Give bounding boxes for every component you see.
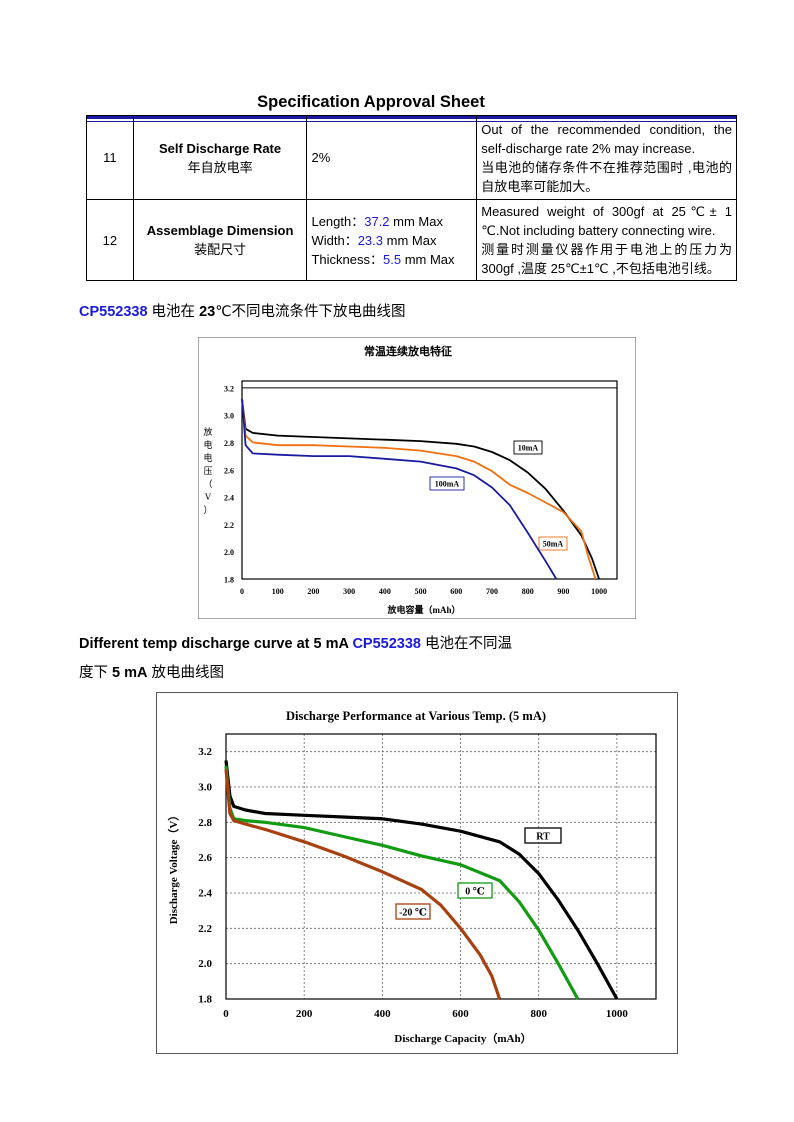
y-axis-label-char: ） (203, 505, 212, 515)
plot-area (225, 733, 657, 1000)
x-tick-label: 0 (223, 1008, 229, 1020)
x-tick-label: 600 (452, 1008, 469, 1020)
item-name-en: Self Discharge Rate (159, 140, 282, 156)
y-tick-label: 2.4 (198, 888, 212, 900)
chart-title: 常温连续放电特征 (364, 344, 452, 358)
item-name-en: Assemblage Dimension (146, 223, 294, 238)
item-name: Self Discharge Rate 年自放电率 (132, 115, 308, 200)
x-tick-label: 500 (415, 587, 427, 596)
series-label: 10mA (518, 444, 539, 453)
y-axis-label-char: （ (203, 479, 212, 489)
series-label: 100mA (435, 480, 460, 489)
y-axis-label-char: 压 (203, 466, 212, 476)
item-name-cn: 年自放电率 (187, 159, 253, 175)
item-note-en: Out of the recommended condition, the se… (481, 121, 732, 156)
y-tick-label: 3.0 (224, 412, 234, 421)
x-tick-label: 0 (240, 587, 244, 596)
x-tick-label: 800 (522, 587, 534, 596)
x-tick-label: 100 (272, 587, 284, 596)
series-label: -20 ℃ (399, 908, 427, 919)
y-axis-label-char: V (205, 492, 212, 502)
page-title: Specification Approval Sheet (257, 93, 485, 111)
plot-area (241, 380, 618, 580)
x-axis-label: Discharge Capacity（mAh） (394, 1032, 531, 1045)
y-tick-label: 3.2 (198, 746, 212, 758)
series-line (241, 398, 597, 580)
y-tick-label: 2.8 (198, 817, 212, 829)
item-name: Assemblage Dimension 装配尺寸 (132, 199, 308, 281)
chart-frame (156, 692, 678, 1054)
y-axis-label-char: 放 (203, 426, 212, 437)
x-tick-label: 600 (450, 587, 462, 596)
series-label: 50mA (543, 540, 564, 549)
row-number: 12 (86, 199, 134, 281)
dimension-thickness: Thickness：5.5 mm Max (311, 251, 455, 267)
y-tick-label: 2.2 (224, 521, 234, 530)
y-axis-label-char: 电 (203, 452, 212, 463)
series-label-box (457, 882, 493, 899)
y-axis-label: Discharge Voltage（V） (167, 810, 180, 925)
y-tick-label: 2.0 (224, 548, 234, 557)
x-tick-label: 1000 (591, 587, 607, 596)
chart-frame (198, 337, 636, 619)
y-tick-label: 2.8 (224, 439, 234, 448)
x-axis-label: 放电容量（mAh） (386, 604, 460, 615)
item-value: Length：37.2 mm Max Width：23.3 mm Max Thi… (306, 199, 478, 281)
series-line (241, 398, 600, 580)
y-tick-label: 3.0 (198, 782, 212, 794)
series-line (224, 765, 580, 1000)
discharge-current-chart: 0 100 200 300 400 500 600 700 800 900 1000 1.8 2.0 2.… (198, 337, 636, 619)
x-tick-label: 400 (374, 1008, 391, 1020)
item-name-cn: 装配尺寸 (194, 242, 247, 257)
y-tick-label: 2.2 (198, 923, 212, 935)
discharge-temp-chart: 0 200 400 600 800 1000 1.8 2.0 2.2 2.4 2.6 2.8 3.0 3.… (156, 692, 678, 1054)
chart-title: Discharge Performance at Various Temp. (… (286, 709, 546, 723)
section-heading-1: CP552338 电池在 23℃不同电流条件下放电曲线图 (79, 304, 406, 320)
series-label-box (524, 827, 562, 844)
x-tick-label: 1000 (606, 1008, 629, 1020)
x-tick-label: 400 (379, 587, 391, 596)
section-heading-2: Different temp discharge curve at 5 mA C… (79, 636, 512, 681)
series-label-box (513, 440, 543, 455)
table-row: 12 Assemblage Dimension 装配尺寸 Length：37.2… (86, 199, 737, 281)
series-label: 0 ℃ (465, 887, 485, 898)
y-tick-label: 2.4 (224, 494, 234, 503)
series-label-box (429, 476, 465, 491)
item-note: Out of the recommended condition, the se… (476, 115, 737, 200)
item-value: 2% (306, 115, 478, 200)
x-tick-label: 200 (296, 1008, 313, 1020)
x-tick-label: 200 (307, 587, 319, 596)
item-note-cn: 测量时测量仪器作用于电池上的压力为300gf ,温度 25℃±1℃ ,不包括电池… (481, 242, 732, 276)
dimension-length: Length：37.2 mm Max (311, 213, 443, 229)
item-note: Measured weight of 300gf at 25℃± 1 ℃.Not… (476, 199, 737, 281)
y-tick-label: 3.2 (224, 384, 234, 393)
spec-table: 11 Self Discharge Rate 年自放电率 2% Out of t… (86, 115, 737, 281)
series-label-box (538, 536, 568, 551)
series-line (241, 398, 558, 580)
y-tick-label: 2.0 (198, 958, 212, 970)
x-tick-label: 800 (530, 1008, 547, 1020)
item-note-cn: 当电池的储存条件不在推荐范围时 ,电池的自放电率可能加大。 (481, 159, 732, 194)
x-tick-label: 900 (557, 587, 569, 596)
y-axis-label-char: 电 (203, 439, 212, 450)
table-row: 11 Self Discharge Rate 年自放电率 2% Out of t… (86, 115, 737, 200)
row-number: 11 (86, 115, 134, 200)
x-tick-label: 700 (486, 587, 498, 596)
y-tick-label: 1.8 (198, 994, 212, 1006)
item-note-en: Measured weight of 300gf at 25℃± 1 ℃.Not… (481, 204, 732, 238)
series-line (224, 760, 619, 1000)
y-tick-label: 2.6 (224, 466, 234, 475)
series-label: RT (536, 832, 550, 843)
series-line (224, 769, 502, 1000)
x-tick-label: 300 (343, 587, 355, 596)
dimension-width: Width：23.3 mm Max (311, 232, 437, 248)
y-tick-label: 2.6 (198, 852, 212, 864)
y-tick-label: 1.8 (224, 576, 234, 585)
series-label-box (395, 903, 431, 920)
